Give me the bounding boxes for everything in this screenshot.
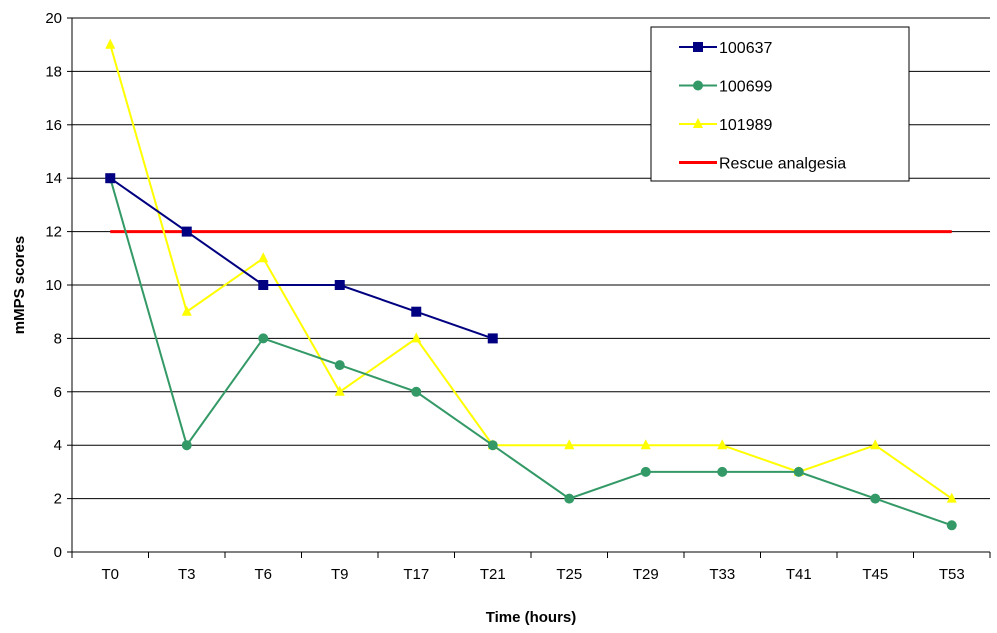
legend-marker [693, 118, 703, 128]
data-point [564, 493, 575, 504]
data-point [411, 306, 422, 317]
legend-label: 100699 [719, 79, 772, 96]
axes [67, 17, 991, 558]
x-tick-label: T53 [939, 566, 965, 583]
series-lines [105, 38, 957, 531]
data-point [487, 440, 498, 451]
x-tick-labels: T0 T3 T6 T9 T17 T21 T25 T29 T33 T41 T45 T53 [101, 566, 964, 583]
legend-item: 100637 [679, 40, 772, 57]
y-tick-label: 20 [45, 10, 62, 27]
y-tick-label: 12 [45, 224, 62, 241]
data-point [334, 280, 345, 290]
y-tick-label: 18 [45, 63, 62, 80]
series-line [109, 44, 953, 500]
data-point [105, 38, 116, 49]
data-point [411, 386, 422, 397]
legend-label: 100637 [719, 40, 772, 57]
x-tick-label: T25 [556, 566, 582, 583]
x-tick-label: T17 [403, 566, 429, 583]
x-tick-label: T21 [480, 566, 506, 583]
data-point [334, 385, 345, 396]
data-point [487, 333, 498, 344]
y-tick-label: 2 [54, 491, 62, 508]
data-point [946, 520, 957, 531]
x-tick-label: T41 [786, 566, 812, 583]
legend-marker [693, 80, 703, 91]
y-tick-label: 10 [45, 277, 62, 294]
y-tick-label: 4 [54, 437, 62, 454]
data-point [258, 333, 269, 344]
data-point [793, 466, 804, 477]
x-tick-label: T0 [101, 566, 119, 583]
data-point [181, 305, 192, 316]
x-tick-label: T33 [709, 566, 735, 583]
data-point [717, 439, 728, 450]
data-point [258, 280, 269, 290]
legend-label: 101989 [719, 117, 772, 134]
data-point [640, 439, 651, 450]
data-point [564, 439, 575, 450]
legend-item: 101989 [679, 117, 772, 134]
legend-item: 100699 [679, 79, 772, 96]
legend-label: Rescue analgesia [719, 156, 846, 173]
data-point [870, 439, 881, 450]
data-point [946, 492, 957, 503]
series-line [109, 177, 953, 527]
series-101989 [105, 38, 957, 503]
y-axis-title: mMPS scores [11, 236, 28, 334]
y-tick-label: 16 [45, 117, 62, 134]
x-tick-label: T3 [178, 566, 196, 583]
series-line [109, 177, 494, 340]
series-100637 [105, 173, 498, 344]
legend-item: Rescue analgesia [679, 156, 846, 173]
data-point [181, 440, 192, 451]
y-tick-label: 6 [54, 384, 62, 401]
x-tick-label: T6 [254, 566, 272, 583]
legend-box [650, 26, 910, 182]
x-tick-label: T45 [862, 566, 888, 583]
legend: 100637 100699 101989 Rescue analgesia [650, 26, 910, 182]
series-100699 [105, 173, 957, 531]
y-tick-label: 0 [54, 544, 62, 561]
data-point [870, 493, 881, 504]
data-point [717, 466, 728, 477]
data-point [411, 332, 422, 343]
y-tick-labels: 0 2 4 6 8 10 12 14 16 18 20 [45, 10, 62, 561]
x-axis-title: Time (hours) [486, 609, 577, 626]
data-point [334, 360, 345, 371]
data-point [640, 466, 651, 477]
x-tick-label: T29 [633, 566, 659, 583]
legend-marker [693, 42, 703, 52]
data-point [181, 226, 192, 237]
x-tick-label: T9 [331, 566, 349, 583]
data-point [258, 252, 269, 263]
y-tick-label: 14 [45, 170, 62, 187]
y-tick-label: 8 [54, 330, 62, 347]
data-point [105, 173, 116, 184]
